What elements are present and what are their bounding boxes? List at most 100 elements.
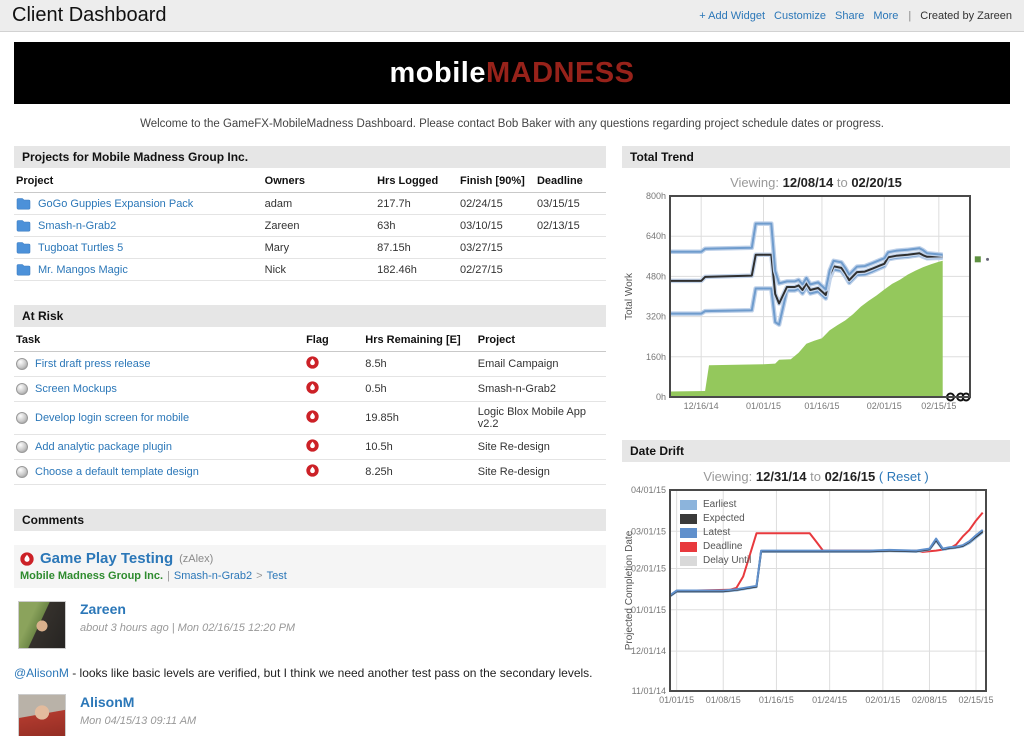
task-hrs-cell: 8.25h <box>363 459 476 485</box>
breadcrumb-task-link[interactable]: Test <box>266 570 287 582</box>
task-status-icon[interactable] <box>16 441 28 453</box>
viewing-from-date: 12/08/14 <box>782 175 834 190</box>
at-risk-widget-header: At Risk <box>14 305 606 327</box>
page-title: Client Dashboard <box>12 4 167 26</box>
legend-item: Latest <box>680 527 751 538</box>
folder-icon[interactable] <box>16 241 31 254</box>
svg-text:02/15/15: 02/15/15 <box>921 401 956 411</box>
thread-flag-icon <box>20 551 34 566</box>
project-deadline-cell: 02/13/15 <box>534 214 606 237</box>
task-status-icon[interactable] <box>16 466 28 478</box>
col-header-deadline[interactable]: Deadline <box>534 170 606 193</box>
col-header-flag[interactable]: Flag <box>304 329 364 352</box>
legend-label: Earliest <box>703 499 737 510</box>
total-trend-widget-header: Total Trend <box>622 146 1010 168</box>
project-link[interactable]: Mr. Mangos Magic <box>38 263 128 276</box>
reset-link[interactable]: ( Reset ) <box>878 469 929 484</box>
total-trend-chart[interactable]: 0h 160h 320h 480h 640h 800h 12/16/14 01/01/15 01… <box>622 191 1010 421</box>
comment-author-link[interactable]: Zareen <box>80 601 126 617</box>
dashboard-topbar: Client Dashboard + Add Widget Customize Sh… <box>0 0 1024 32</box>
risk-flag-icon[interactable] <box>306 381 319 394</box>
svg-text:02/01/15: 02/01/15 <box>631 564 666 574</box>
breadcrumb-project-link[interactable]: Smash-n-Grab2 <box>173 570 253 582</box>
comment-list: Zareen about 3 hours ago | Mon 02/16/15 … <box>14 601 606 736</box>
task-hrs-cell: 19.85h <box>363 401 476 435</box>
legend-label: Latest <box>703 527 731 538</box>
topbar-action-link[interactable]: + Add Widget <box>699 9 766 22</box>
comment-avatar[interactable] <box>18 601 66 649</box>
col-header-hrs-logged[interactable]: Hrs Logged <box>375 170 458 193</box>
col-header-project[interactable]: Project <box>14 170 263 193</box>
thread-title-link[interactable]: Game Play Testing <box>40 550 174 567</box>
project-deadline-cell: 03/15/15 <box>534 192 606 215</box>
thread-breadcrumb: Mobile Madness Group Inc. | Smash-n-Grab2 >… <box>20 570 600 582</box>
task-project-cell: Site Re-design <box>475 434 606 460</box>
svg-text:02/01/15: 02/01/15 <box>865 695 900 705</box>
breadcrumb-org-link[interactable]: Mobile Madness Group Inc. <box>20 570 164 582</box>
project-hrs-cell: 182.46h <box>375 258 458 281</box>
task-link[interactable]: First draft press release <box>35 358 151 370</box>
svg-text:Projected Completion Date: Projected Completion Date <box>624 530 635 650</box>
logo-text-mobile: mobile <box>389 56 486 89</box>
task-status-icon[interactable] <box>16 412 28 424</box>
svg-text:800h: 800h <box>646 191 666 201</box>
project-hrs-cell: 217.7h <box>375 192 458 215</box>
risk-flag-icon[interactable] <box>306 439 319 452</box>
created-by-label: Created by Zareen <box>920 9 1012 22</box>
project-finish-cell: 03/10/15 <box>457 214 535 237</box>
project-table-row: Tugboat Turtles 5 Mary 87.15h 03/27/15 <box>14 236 606 259</box>
project-table-row: GoGo Guppies Expansion Pack adam 217.7h … <box>14 192 606 215</box>
comments-widget: Comments Game Play Testing (zAlex) Mobil… <box>14 509 606 736</box>
legend-label: Expected <box>703 513 745 524</box>
viewing-to-word: to <box>810 469 821 484</box>
comment-timestamp: Mon 04/15/13 09:11 AM <box>80 715 197 728</box>
project-owners-cell: Mary <box>262 236 376 259</box>
svg-text:12/16/14: 12/16/14 <box>684 401 719 411</box>
col-header-at-risk-project[interactable]: Project <box>475 329 606 352</box>
risk-flag-icon[interactable] <box>306 410 319 423</box>
project-link[interactable]: Tugboat Turtles 5 <box>38 241 124 254</box>
risk-flag-icon[interactable] <box>306 464 319 477</box>
task-status-icon[interactable] <box>16 358 28 370</box>
topbar-action-link[interactable]: Share <box>835 9 865 22</box>
viewing-to-date: 02/20/15 <box>851 175 902 190</box>
comments-widget-header: Comments <box>14 509 606 531</box>
task-link[interactable]: Develop login screen for mobile <box>35 412 190 424</box>
svg-text:01/16/15: 01/16/15 <box>804 401 839 411</box>
task-link[interactable]: Choose a default template design <box>35 466 199 478</box>
at-risk-table-row: Add analytic package plugin 10.5h Site R… <box>14 434 606 460</box>
task-link[interactable]: Add analytic package plugin <box>35 441 172 453</box>
topbar-action-link[interactable]: Customize <box>774 9 826 22</box>
svg-text:01/08/15: 01/08/15 <box>706 695 741 705</box>
project-deadline-cell <box>534 236 606 259</box>
comment-avatar[interactable] <box>18 694 66 736</box>
risk-flag-icon[interactable] <box>306 356 319 369</box>
at-risk-table-row: Screen Mockups 0.5h Smash-n-Grab2 <box>14 376 606 402</box>
col-header-task[interactable]: Task <box>14 329 305 352</box>
svg-text:12/01/14: 12/01/14 <box>631 646 666 656</box>
legend-label: Deadline <box>703 541 743 552</box>
topbar-action-link[interactable]: More <box>873 9 899 22</box>
folder-icon[interactable] <box>16 197 31 210</box>
svg-text:Total Work: Total Work <box>624 272 635 320</box>
comment-author-link[interactable]: AlisonM <box>80 694 135 711</box>
viewing-to-date: 02/16/15 <box>824 469 876 484</box>
col-header-hrs-remaining[interactable]: Hrs Remaining [E] <box>363 329 476 352</box>
task-status-icon[interactable] <box>16 383 28 395</box>
folder-icon[interactable] <box>16 219 31 232</box>
task-link[interactable]: Screen Mockups <box>35 383 117 395</box>
col-header-owners[interactable]: Owners <box>262 170 376 193</box>
date-drift-chart[interactable]: 11/01/14 12/01/14 01/01/15 02/01/15 03/01/15… <box>622 485 1010 715</box>
svg-text:01/16/15: 01/16/15 <box>759 695 794 705</box>
viewing-label: Viewing: <box>703 469 753 484</box>
legend-swatch <box>680 499 697 510</box>
col-header-finish[interactable]: Finish [90%] <box>457 170 535 193</box>
project-link[interactable]: GoGo Guppies Expansion Pack <box>38 197 194 210</box>
drift-chart-legend: Earliest Expected Latest Deadline Delay Unti… <box>680 499 751 566</box>
comment-thread-header: Game Play Testing (zAlex) Mobile Madness… <box>14 545 606 588</box>
folder-icon[interactable] <box>16 263 31 276</box>
svg-text:0h: 0h <box>656 392 666 402</box>
project-link[interactable]: Smash-n-Grab2 <box>38 219 117 232</box>
mention-link[interactable]: @AlisonM <box>14 666 69 680</box>
comment-body: @AlisonM - looks like basic levels are v… <box>14 665 606 681</box>
